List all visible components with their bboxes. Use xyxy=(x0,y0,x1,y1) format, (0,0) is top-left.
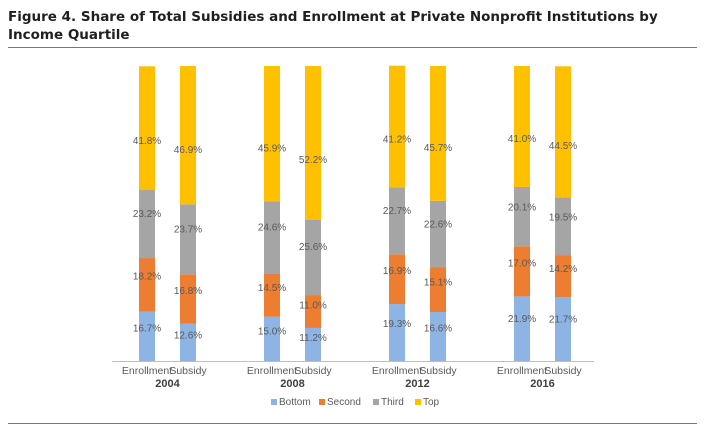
data-label: 19.5% xyxy=(549,213,577,224)
bar-2012-subsidy-top xyxy=(430,66,446,201)
bar-2004-enrollment-top xyxy=(139,66,155,190)
bar-2004-subsidy-top xyxy=(180,66,196,205)
bar-2012-subsidy-bottom xyxy=(430,312,446,361)
data-label: 23.7% xyxy=(174,224,202,235)
category-label: Subsidy xyxy=(419,365,457,377)
legend-label-second: Second xyxy=(327,397,361,408)
data-label: 22.7% xyxy=(383,206,411,217)
bar-2004-enrollment-third xyxy=(139,189,155,259)
data-label: 41.8% xyxy=(133,136,161,147)
year-label: 2004 xyxy=(155,378,180,390)
data-label: 11.0% xyxy=(299,300,327,311)
data-label: 16.7% xyxy=(133,323,161,334)
legend-swatch-bottom xyxy=(271,399,277,405)
bars-layer xyxy=(139,65,571,361)
data-label: 11.2% xyxy=(299,333,327,344)
data-label: 17.0% xyxy=(508,258,536,269)
legend: Bottom Second Third Top xyxy=(271,397,440,408)
bar-2012-enrollment-second xyxy=(389,254,405,305)
year-label: 2008 xyxy=(280,378,304,390)
legend-swatch-top xyxy=(415,399,421,405)
legend-swatch-third xyxy=(373,399,379,405)
top-divider xyxy=(8,47,697,48)
bar-2012-enrollment-third xyxy=(389,187,405,255)
data-label: 41.2% xyxy=(383,134,411,145)
data-label: 14.2% xyxy=(549,264,577,275)
category-labels-layer: 16.7% 18.2% 23.2% 41.8% Enrollment 12.6% 16.8%… xyxy=(122,134,583,390)
year-label: 2016 xyxy=(530,378,554,390)
bar-2016-subsidy-bottom xyxy=(555,296,571,361)
category-label: Enrollment xyxy=(497,365,547,377)
category-label: Enrollment xyxy=(372,365,422,377)
bar-2016-enrollment-second xyxy=(514,246,530,297)
bar-2008-enrollment-bottom xyxy=(264,316,280,361)
data-label: 18.2% xyxy=(133,272,161,283)
bottom-divider xyxy=(8,423,697,424)
data-label: 41.0% xyxy=(508,134,536,145)
category-label: Subsidy xyxy=(169,365,207,377)
bar-2008-subsidy-third xyxy=(305,219,321,296)
legend-label-third: Third xyxy=(381,397,404,408)
category-label: Subsidy xyxy=(544,365,582,377)
bar-2016-enrollment-top xyxy=(514,66,530,187)
bar-2008-subsidy-second xyxy=(305,295,321,328)
bar-2008-subsidy-top xyxy=(305,66,321,220)
data-label: 45.9% xyxy=(258,143,286,154)
category-label: Enrollment xyxy=(122,365,172,377)
legend-label-bottom: Bottom xyxy=(279,397,311,408)
legend-swatch-second xyxy=(319,399,325,405)
bar-2008-enrollment-third xyxy=(264,201,280,274)
bar-2012-subsidy-third xyxy=(430,200,446,268)
bar-2016-subsidy-top xyxy=(555,66,571,198)
bar-2012-enrollment-top xyxy=(389,65,405,188)
data-label: 23.2% xyxy=(133,209,161,220)
category-label: Subsidy xyxy=(294,365,332,377)
bar-2004-enrollment-second xyxy=(139,258,155,312)
chart-title: Figure 4. Share of Total Subsidies and E… xyxy=(8,9,658,43)
data-label: 20.1% xyxy=(508,203,536,214)
bar-2004-subsidy-second xyxy=(180,274,196,324)
data-label: 52.2% xyxy=(299,155,327,166)
data-label: 16.8% xyxy=(174,286,202,297)
data-label: 45.7% xyxy=(424,143,452,154)
bar-2004-subsidy-bottom xyxy=(180,323,196,361)
bar-2016-subsidy-third xyxy=(555,197,571,256)
bar-2004-enrollment-bottom xyxy=(139,311,155,361)
bar-2016-subsidy-second xyxy=(555,255,571,297)
data-label: 19.3% xyxy=(383,319,411,330)
data-label: 21.7% xyxy=(549,315,577,326)
bar-2004-subsidy-third xyxy=(180,204,196,275)
data-label: 44.5% xyxy=(549,141,577,152)
data-label: 15.0% xyxy=(258,326,286,337)
data-label: 24.6% xyxy=(258,222,286,233)
data-label: 21.9% xyxy=(508,314,536,325)
data-label: 16.6% xyxy=(424,324,452,335)
bar-2012-subsidy-second xyxy=(430,267,446,313)
legend-label-top: Top xyxy=(423,397,440,408)
data-label: 46.9% xyxy=(174,145,202,156)
bar-2016-enrollment-third xyxy=(514,186,530,247)
bar-2008-subsidy-bottom xyxy=(305,327,321,361)
data-label: 15.1% xyxy=(424,277,452,288)
year-label: 2012 xyxy=(405,378,429,390)
data-label: 16.9% xyxy=(383,266,411,277)
data-label: 14.5% xyxy=(258,283,286,294)
bar-2008-enrollment-top xyxy=(264,66,280,202)
data-label: 25.6% xyxy=(299,242,327,253)
bar-2008-enrollment-second xyxy=(264,273,280,317)
data-label: 12.6% xyxy=(174,331,202,342)
bar-2016-enrollment-bottom xyxy=(514,296,530,361)
bar-2012-enrollment-bottom xyxy=(389,304,405,361)
category-label: Enrollment xyxy=(247,365,297,377)
data-label: 22.6% xyxy=(424,219,452,230)
